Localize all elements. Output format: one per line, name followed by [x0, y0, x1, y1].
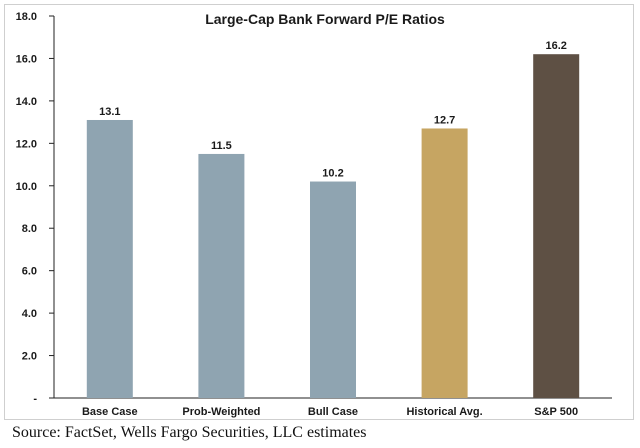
y-tick-label: 8.0 [22, 223, 37, 235]
y-tick-label: 2.0 [22, 351, 37, 363]
y-tick-label: 16.0 [16, 53, 37, 65]
bar-value-label: 11.5 [211, 140, 232, 152]
bar-value-label: 16.2 [545, 40, 566, 52]
x-category-label: Base Case [82, 406, 138, 418]
bar [310, 181, 356, 398]
bar [533, 54, 580, 398]
bars-group: 13.1 11.5 10.2 12.7 16.2 [86, 40, 580, 398]
x-category-label: Historical Avg. [406, 406, 482, 418]
bar-chart: Large-Cap Bank Forward P/E Ratios - 2.0 4.… [16, 11, 612, 418]
bar-value-label: 10.2 [322, 168, 343, 180]
x-axis-labels: Base Case Prob-Weighted Bull Case Historica… [82, 406, 578, 418]
bar [421, 128, 468, 398]
y-axis-ticks: - 2.0 4.0 6.0 8.0 10.0 12.0 14.0 16.0 18.0 [16, 11, 54, 405]
chart-title: Large-Cap Bank Forward P/E Ratios [205, 11, 445, 27]
y-tick-label: 4.0 [22, 308, 37, 320]
bar [198, 153, 245, 398]
bar-value-label: 12.7 [434, 114, 455, 126]
y-tick-label: 14.0 [16, 96, 37, 108]
x-category-label: Bull Case [308, 406, 358, 418]
bar [86, 119, 133, 398]
y-tick-label: - [33, 393, 37, 405]
bar-value-label: 13.1 [99, 106, 120, 118]
y-tick-label: 6.0 [22, 266, 37, 278]
x-category-label: S&P 500 [534, 406, 578, 418]
y-tick-label: 18.0 [16, 11, 37, 23]
source-note: Source: FactSet, Wells Fargo Securities,… [12, 424, 367, 441]
y-tick-label: 10.0 [16, 181, 37, 193]
x-category-label: Prob-Weighted [182, 406, 260, 418]
y-tick-label: 12.0 [16, 138, 37, 150]
